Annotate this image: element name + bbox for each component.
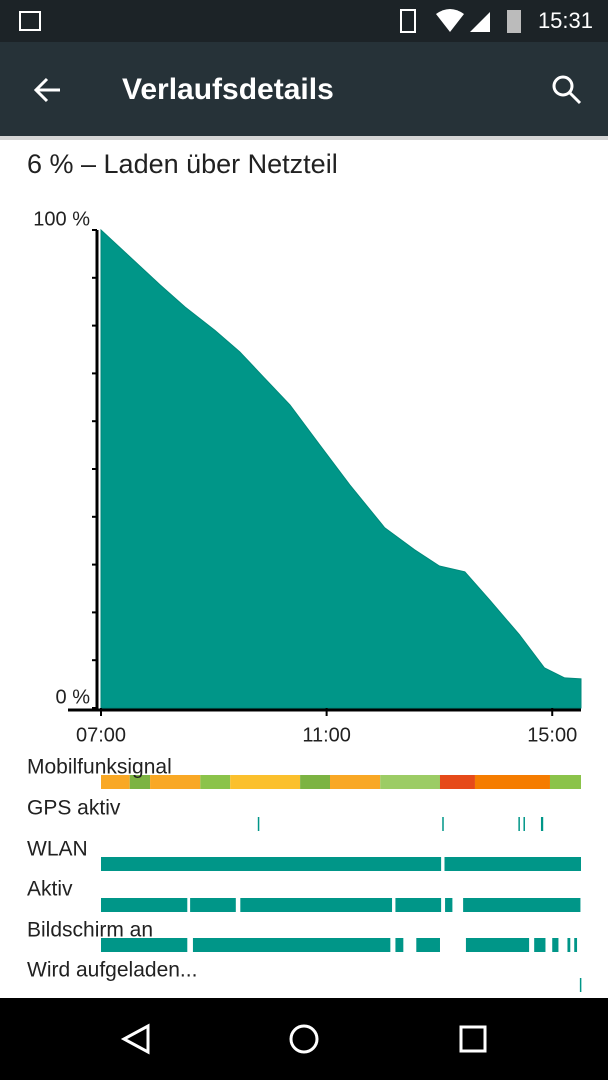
activity-segment xyxy=(192,938,391,952)
x-tick-label: 15:00 xyxy=(527,724,577,746)
activity-segment xyxy=(574,938,578,952)
activity-segment xyxy=(579,978,582,992)
activity-segment xyxy=(101,898,188,912)
activity-segment xyxy=(101,938,188,952)
activity-segment xyxy=(380,775,440,789)
activity-label: WLAN xyxy=(27,838,88,861)
toolbar-title: Verlaufsdetails xyxy=(122,73,334,106)
activity-segment xyxy=(101,857,442,871)
image-icon xyxy=(19,11,41,31)
activity-segment xyxy=(300,775,331,789)
wifi-icon xyxy=(436,9,464,32)
activity-segment xyxy=(395,938,404,952)
battery-icon xyxy=(507,10,521,33)
back-button[interactable] xyxy=(33,77,60,103)
activity-segment xyxy=(330,775,381,789)
activity-segment xyxy=(257,817,260,831)
activity-segment xyxy=(549,775,581,789)
activity-segment xyxy=(439,775,475,789)
x-tick-label: 07:00 xyxy=(76,724,126,746)
y-tick-label: 0 % xyxy=(56,686,91,708)
search-button[interactable] xyxy=(552,75,582,105)
vibrate-icon xyxy=(400,9,416,33)
toolbar xyxy=(0,42,608,136)
activity-segment xyxy=(416,938,440,952)
status-bar xyxy=(0,0,608,42)
activity-segment xyxy=(445,898,453,912)
activity-segment xyxy=(523,817,525,831)
nav-home[interactable] xyxy=(289,1024,319,1054)
activity-label: Bildschirm an xyxy=(27,919,153,942)
battery-area xyxy=(100,228,582,709)
activity-label: Wird aufgeladen... xyxy=(27,959,197,982)
activity-segment xyxy=(567,938,571,952)
activity-segment xyxy=(190,898,236,912)
activity-segment xyxy=(240,898,393,912)
activity-segment xyxy=(442,817,444,831)
activity-segment xyxy=(474,775,550,789)
activity-segment xyxy=(518,817,520,831)
activity-segment xyxy=(230,775,301,789)
chart-title: 6 % – Laden über Netzteil xyxy=(27,149,338,179)
nav-bar xyxy=(0,998,608,1080)
activity-segment xyxy=(129,775,151,789)
activity-label: GPS aktiv xyxy=(27,797,121,820)
signal-icon xyxy=(470,12,490,32)
activity-segment xyxy=(463,898,581,912)
toolbar-shadow xyxy=(0,136,608,140)
activity-segment xyxy=(444,857,581,871)
activity-segment xyxy=(540,817,544,831)
activity-segment xyxy=(552,938,559,952)
activity-label: Aktiv xyxy=(27,878,73,901)
y-tick-label: 100 % xyxy=(33,208,90,230)
x-tick-label: 11:00 xyxy=(302,724,351,746)
activity-segment xyxy=(465,938,530,952)
nav-recents[interactable] xyxy=(459,1025,487,1053)
activity-segment xyxy=(395,898,442,912)
activity-segment xyxy=(534,938,546,952)
activity-segment xyxy=(200,775,231,789)
activity-segment xyxy=(101,775,130,789)
activity-label: Mobilfunksignal xyxy=(27,756,172,779)
nav-back[interactable] xyxy=(120,1023,150,1055)
clock: 15:31 xyxy=(538,8,593,33)
activity-segment xyxy=(150,775,201,789)
